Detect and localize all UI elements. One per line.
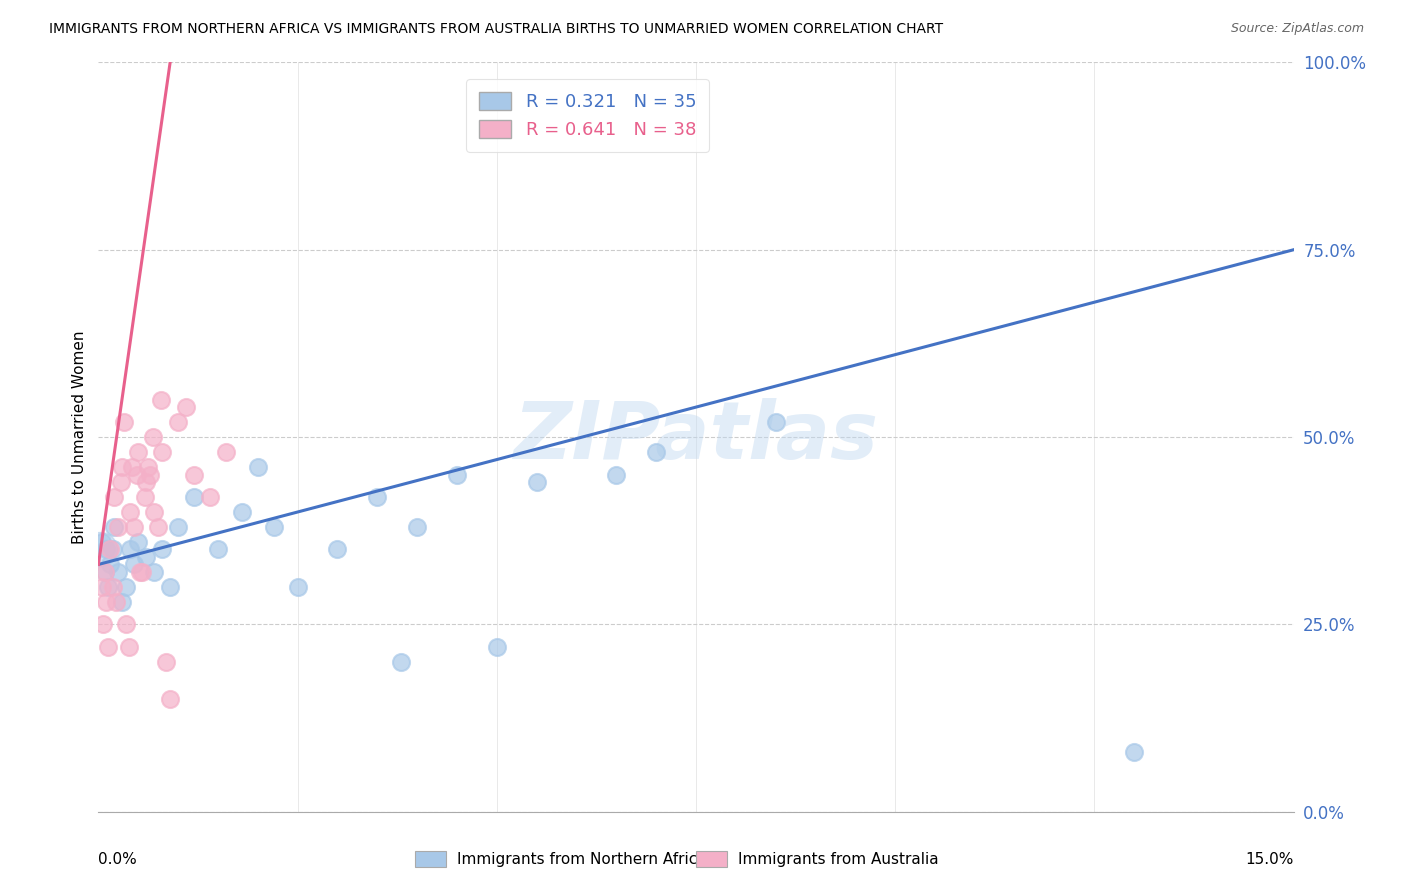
Point <box>91 617 114 632</box>
Point <box>263 520 285 534</box>
Point <box>96 595 118 609</box>
Point <box>107 565 129 579</box>
Point <box>97 640 120 654</box>
Point <box>111 460 134 475</box>
Text: Immigrants from Australia: Immigrants from Australia <box>738 853 939 867</box>
Point <box>98 558 122 572</box>
Point <box>103 490 125 504</box>
Point <box>118 640 141 654</box>
Point <box>90 580 112 594</box>
Text: ZIPatlas: ZIPatlas <box>513 398 879 476</box>
Point <box>167 520 190 534</box>
Point <box>128 565 150 579</box>
Point <box>94 565 117 579</box>
Point <box>174 400 197 414</box>
Point <box>155 655 177 669</box>
Point <box>127 445 149 459</box>
Point <box>110 475 132 489</box>
Point <box>143 505 166 519</box>
Point <box>485 640 508 654</box>
Point <box>120 542 142 557</box>
Point <box>104 595 127 609</box>
Point <box>135 475 157 489</box>
Point <box>139 467 162 482</box>
Point <box>765 415 787 429</box>
Text: Source: ZipAtlas.com: Source: ZipAtlas.com <box>1230 22 1364 36</box>
Point <box>366 490 388 504</box>
Point <box>91 535 114 549</box>
Point <box>142 430 165 444</box>
Point <box>121 460 143 475</box>
Point <box>125 467 148 482</box>
Point <box>389 655 412 669</box>
Point <box>645 445 668 459</box>
Point <box>150 445 173 459</box>
Point <box>112 415 135 429</box>
Point <box>159 580 181 594</box>
Text: Immigrants from Northern Africa: Immigrants from Northern Africa <box>457 853 707 867</box>
Point <box>127 535 149 549</box>
Point <box>134 490 156 504</box>
Point <box>98 542 122 557</box>
Point <box>124 558 146 572</box>
Point <box>96 542 118 557</box>
Point <box>183 490 205 504</box>
Point <box>111 595 134 609</box>
Point <box>148 520 170 534</box>
Point <box>94 565 117 579</box>
Point <box>103 520 125 534</box>
Point <box>287 580 309 594</box>
Point <box>215 445 238 459</box>
Point <box>124 520 146 534</box>
Point <box>107 520 129 534</box>
Point <box>246 460 269 475</box>
Text: 0.0%: 0.0% <box>98 852 138 867</box>
Point <box>115 617 138 632</box>
Text: IMMIGRANTS FROM NORTHERN AFRICA VS IMMIGRANTS FROM AUSTRALIA BIRTHS TO UNMARRIED: IMMIGRANTS FROM NORTHERN AFRICA VS IMMIG… <box>49 22 943 37</box>
Point <box>101 542 124 557</box>
Point <box>115 580 138 594</box>
Point <box>526 475 548 489</box>
Point <box>159 692 181 706</box>
Point <box>143 565 166 579</box>
Point <box>1123 745 1146 759</box>
Point <box>97 580 120 594</box>
Point <box>101 580 124 594</box>
Point <box>231 505 253 519</box>
Point <box>150 542 173 557</box>
Point <box>406 520 429 534</box>
Point <box>131 565 153 579</box>
Y-axis label: Births to Unmarried Women: Births to Unmarried Women <box>72 330 87 544</box>
Point <box>207 542 229 557</box>
Point <box>89 542 111 557</box>
Point <box>605 467 627 482</box>
Point <box>149 392 172 407</box>
Point <box>120 505 142 519</box>
Point <box>135 549 157 564</box>
Text: 15.0%: 15.0% <box>1246 852 1294 867</box>
Point <box>326 542 349 557</box>
Point <box>167 415 190 429</box>
Point <box>198 490 221 504</box>
Point <box>136 460 159 475</box>
Point <box>446 467 468 482</box>
Point <box>183 467 205 482</box>
Legend: R = 0.321   N = 35, R = 0.641   N = 38: R = 0.321 N = 35, R = 0.641 N = 38 <box>465 79 709 152</box>
